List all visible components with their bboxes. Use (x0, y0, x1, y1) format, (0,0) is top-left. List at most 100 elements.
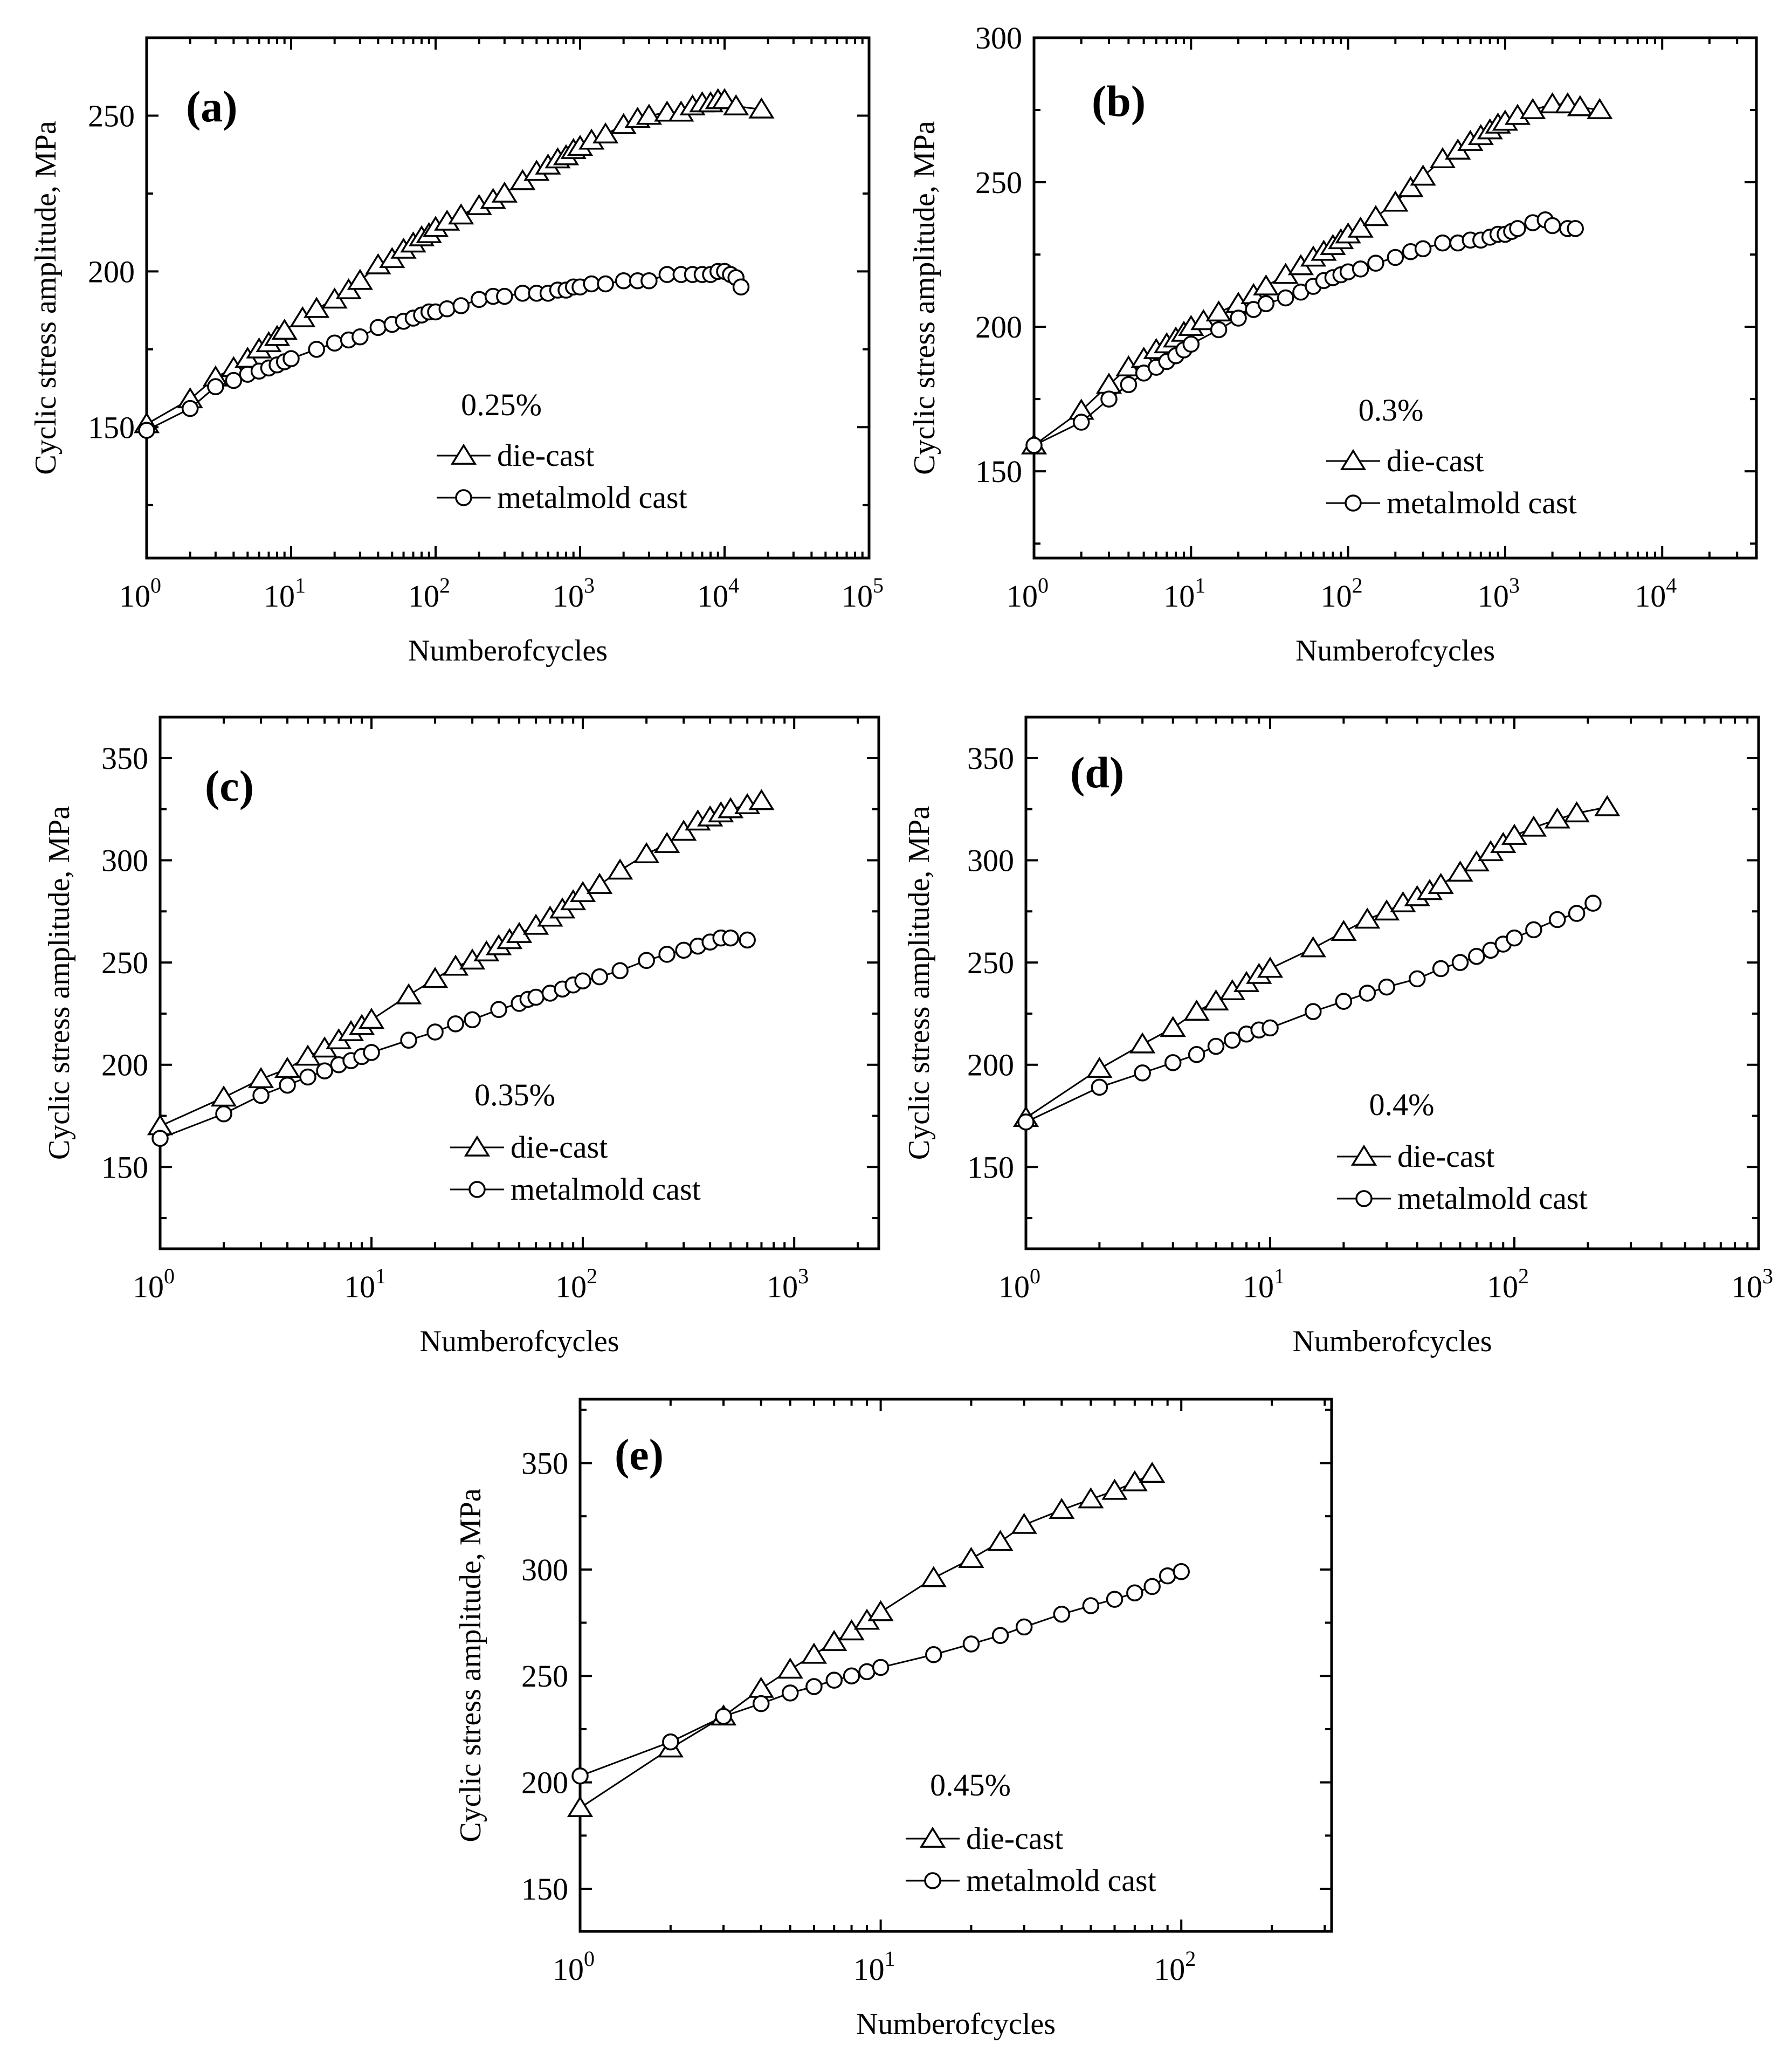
data-point-circle (1584, 895, 1602, 912)
data-point-circle (574, 972, 591, 989)
data-point-triangle (1410, 164, 1436, 186)
data-point-triangle (636, 104, 663, 125)
legend-label: metalmold cast (1397, 1181, 1588, 1216)
data-point-triangle (1331, 919, 1357, 941)
data-point-triangle (1257, 957, 1284, 978)
data-point-triangle (1129, 1032, 1156, 1054)
legend-label: die-cast (966, 1821, 1063, 1856)
y-tick-label: 350 (521, 1446, 568, 1481)
data-point-circle (962, 1635, 980, 1653)
data-point-circle (1143, 1578, 1161, 1595)
data-point-triangle (1382, 190, 1409, 212)
data-point-triangle (1101, 1478, 1128, 1500)
data-point-circle (1543, 217, 1561, 235)
y-axis-title: Cyclic stress amplitude, MPa (29, 121, 63, 475)
data-point-circle (638, 952, 655, 969)
data-point-circle (991, 1627, 1009, 1644)
data-point-circle (282, 350, 300, 367)
data-point-triangle (1354, 907, 1381, 929)
y-axis-title: Cyclic stress amplitude, MPa (908, 121, 941, 475)
data-point-triangle (271, 318, 298, 340)
data-point-circle (1053, 1605, 1071, 1623)
legend-triangle-marker (919, 1826, 946, 1848)
data-point-circle (752, 1695, 770, 1712)
data-point-circle (615, 272, 632, 290)
data-point-circle (658, 266, 676, 283)
data-point-triangle (633, 842, 660, 863)
data-point-triangle (867, 1600, 894, 1621)
data-point-circle (1072, 414, 1090, 431)
data-point-circle (1568, 905, 1586, 922)
data-point-circle (825, 1671, 843, 1689)
data-point-circle (1414, 240, 1432, 258)
data-point-circle (514, 285, 532, 302)
legend-label: metalmold cast (497, 480, 687, 515)
data-point-triangle (347, 269, 374, 290)
data-point-triangle (1362, 205, 1389, 226)
data-point-circle (583, 275, 600, 293)
x-axis-title: Numberofcycles (1292, 1325, 1492, 1358)
data-point-triangle (748, 97, 775, 119)
y-tick-label: 200 (101, 1048, 148, 1083)
legend-circle-marker (468, 1181, 486, 1198)
legend-strain: 0.35% (474, 1077, 555, 1112)
legend-triangle-marker (464, 1135, 491, 1157)
data-point-triangle (920, 1566, 947, 1587)
data-point-triangle (491, 181, 518, 203)
data-point-triangle (838, 1619, 865, 1641)
data-point-circle (464, 1011, 481, 1029)
data-point-circle (1091, 1078, 1108, 1096)
y-tick-label: 250 (101, 945, 148, 980)
data-point-triangle (1205, 300, 1232, 322)
data-point-circle (843, 1667, 860, 1684)
data-point-triangle (587, 872, 613, 894)
data-point-circle (1106, 1591, 1124, 1608)
series-metal-mold-cast (1025, 211, 1584, 454)
data-point-circle (438, 300, 456, 318)
data-point-triangle (1520, 815, 1547, 837)
y-tick-label: 300 (101, 843, 148, 878)
y-axis-title: Cyclic stress amplitude, MPa (43, 806, 76, 1160)
data-point-circle (252, 1086, 270, 1104)
data-point-triangle (1463, 850, 1490, 872)
data-point-triangle (723, 94, 749, 115)
data-point-circle (1408, 970, 1426, 988)
data-point-triangle (653, 831, 680, 853)
y-tick-label: 350 (101, 741, 148, 776)
data-point-triangle (1347, 216, 1374, 238)
data-point-triangle (442, 954, 469, 976)
data-point-circle (1277, 289, 1294, 307)
x-axis-title: Numberofcycles (856, 2007, 1056, 2041)
plot-frame (1024, 716, 1760, 1250)
plot-frame (145, 36, 871, 560)
data-point-circle (1015, 1618, 1033, 1636)
data-point-triangle (1544, 807, 1570, 829)
data-point-circle (591, 968, 608, 986)
data-point-circle (299, 1068, 316, 1086)
y-tick-label: 250 (88, 98, 135, 133)
data-point-circle (426, 1023, 444, 1041)
y-tick-label: 250 (967, 945, 1014, 980)
data-point-circle (496, 287, 513, 305)
data-point-circle (151, 1130, 169, 1147)
data-point-triangle (1160, 1016, 1186, 1037)
data-point-triangle (777, 1657, 803, 1679)
x-axis-title: Numberofcycles (408, 634, 608, 668)
legend-label: die-cast (1397, 1139, 1494, 1174)
legend-label: metalmold cast (966, 1863, 1156, 1898)
legend-label: metalmold cast (1387, 485, 1577, 520)
y-axis-title: Cyclic stress amplitude, MPa (902, 806, 936, 1160)
data-point-triangle (1567, 95, 1594, 116)
data-point-circle (805, 1678, 823, 1695)
y-axis-title: Cyclic stress amplitude, MPa (454, 1488, 487, 1842)
data-point-circle (1100, 390, 1118, 408)
panel-label: (d) (1070, 748, 1124, 797)
data-point-circle (279, 1076, 296, 1094)
y-tick-label: 200 (975, 309, 1022, 345)
x-tick-label: 101 (1163, 573, 1205, 614)
data-point-circle (1224, 1031, 1241, 1049)
data-point-circle (1335, 993, 1353, 1010)
data-point-circle (1120, 376, 1138, 394)
y-tick-label: 300 (521, 1552, 568, 1587)
data-point-circle (1082, 1597, 1100, 1614)
